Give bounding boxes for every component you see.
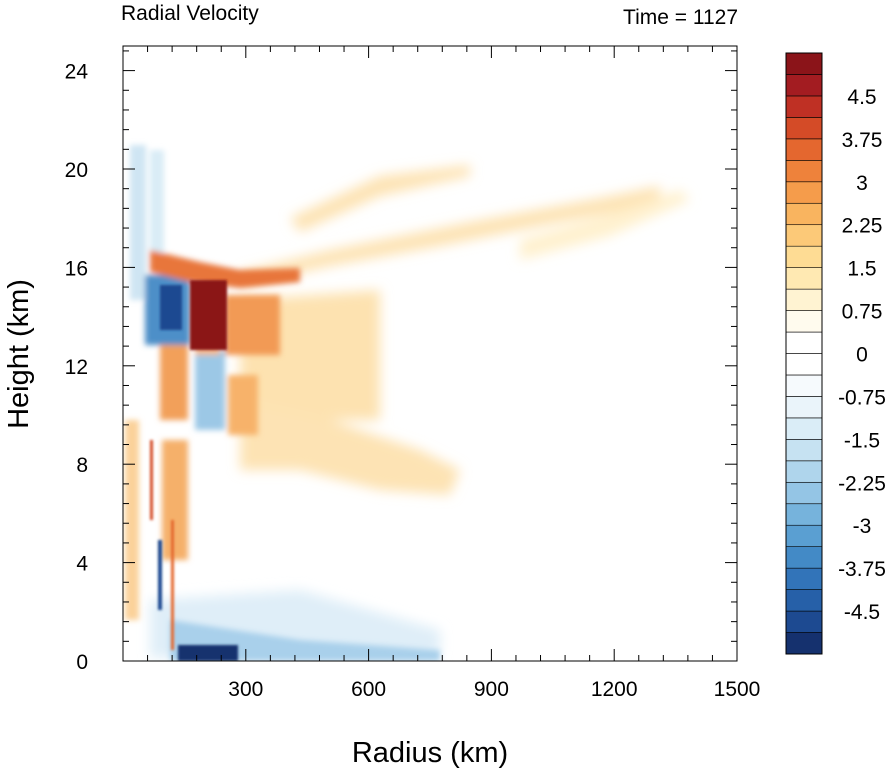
upper-blue-streak (150, 150, 164, 260)
colorbar-cell (785, 138, 823, 161)
y-tick-label: 8 (76, 454, 88, 477)
colorbar-cell (785, 396, 823, 419)
plot-area: 300 600 900 1200 1500 0 4 8 12 16 20 24 Radial Vel… (3, 2, 760, 769)
mid-outflow-lobe (228, 375, 258, 435)
colorbar-cell (785, 288, 823, 311)
outflow-top-edge (150, 250, 300, 288)
upper-outflow-band (240, 186, 660, 286)
y-tick-label: 20 (65, 159, 88, 182)
colorbar-cell (785, 202, 823, 226)
colorbar-cell (785, 524, 823, 547)
outer-orange-streak (125, 420, 139, 620)
velocity-field (125, 145, 690, 661)
colorbar-cell (785, 374, 823, 397)
colorbar-label: -4.5 (844, 601, 880, 624)
eyewall-inflow-core (160, 285, 182, 330)
colorbar-label: -1.5 (844, 429, 880, 452)
x-axis-label: Radius (km) (352, 737, 508, 769)
low-level-blue-streak (158, 540, 162, 610)
colorbar-cell (785, 74, 823, 97)
y-tick-labels: 0 4 8 12 16 20 24 (65, 61, 89, 674)
colorbar-frame (785, 52, 823, 655)
colorbar-cell (785, 267, 823, 290)
low-level-red-streak (171, 520, 174, 650)
colorbar-cell (785, 460, 823, 483)
colorbar-label: 4.5 (847, 86, 876, 109)
colorbar-cell (785, 481, 823, 505)
colorbar-label: 3 (856, 172, 868, 195)
plot-frame (122, 45, 738, 662)
y-tick-label: 24 (65, 61, 89, 84)
y-tick-label: 0 (76, 651, 88, 674)
x-tick-labels: 300 600 900 1200 1500 (228, 678, 760, 701)
y-tick-label: 12 (65, 356, 88, 379)
colorbar-cell (785, 417, 823, 440)
colorbar-cell (785, 546, 823, 569)
colorbar-cell (785, 224, 823, 247)
surface-inflow-core (178, 645, 238, 661)
colorbar-cell (785, 331, 823, 354)
outer-blue-streak (130, 145, 146, 300)
upper-outflow-band-3 (520, 190, 690, 260)
colorbar-cell (785, 310, 823, 333)
x-tick-label: 1200 (591, 678, 638, 701)
colorbar-label: -3.75 (838, 558, 886, 581)
x-tick-label: 1500 (714, 678, 761, 701)
x-tick-label: 300 (228, 678, 263, 701)
colorbar-label: -2.25 (838, 472, 886, 495)
outflow-jet-core (190, 280, 227, 350)
colorbar-cell (785, 567, 823, 590)
colorbar-cell (785, 439, 823, 462)
y-axis-label: Height (km) (3, 279, 35, 429)
colorbar-label: -0.75 (838, 386, 886, 409)
colorbar-cell (785, 589, 823, 612)
colorbar-cell (785, 181, 823, 204)
colorbar-label: 0.75 (842, 301, 883, 324)
mid-level-red-streak (150, 440, 153, 520)
colorbar-labels: 4.5 3.75 3 2.25 1.5 0.75 0 -0.75 -1.5 -2.25 -3 -3.7… (838, 86, 886, 624)
chart-title: Radial Velocity (121, 2, 259, 25)
colorbar-cell (785, 245, 823, 268)
colorbar-label: -3 (853, 515, 872, 538)
colorbar-cell (785, 95, 823, 118)
colorbar-cell (785, 117, 823, 140)
colorbar-cell (785, 52, 823, 75)
x-tick-label: 900 (474, 678, 509, 701)
mid-level-outflow (240, 400, 460, 495)
colorbar-cell (785, 160, 823, 183)
x-tick-label: 600 (351, 678, 386, 701)
upper-outflow-band-2 (290, 165, 470, 232)
colorbar (785, 52, 823, 655)
colorbar-cell (785, 632, 823, 655)
colorbar-cell (785, 503, 823, 526)
y-tick-label: 16 (65, 257, 88, 280)
outflow-jet-fringe (225, 295, 280, 355)
colorbar-label: 3.75 (842, 129, 883, 152)
axis-ticks (122, 46, 738, 662)
colorbar-label: 0 (856, 344, 868, 367)
colorbar-label: 1.5 (847, 258, 876, 281)
y-tick-label: 4 (76, 553, 88, 576)
lower-orange-lobe (162, 440, 188, 560)
colorbar-cell (785, 610, 823, 633)
colorbar-label: 2.25 (842, 215, 883, 238)
colorbar-cell (785, 353, 823, 376)
time-label: Time = 1127 (623, 6, 738, 29)
mid-blue-lobe (195, 350, 225, 430)
mid-orange-lobe (160, 340, 188, 420)
